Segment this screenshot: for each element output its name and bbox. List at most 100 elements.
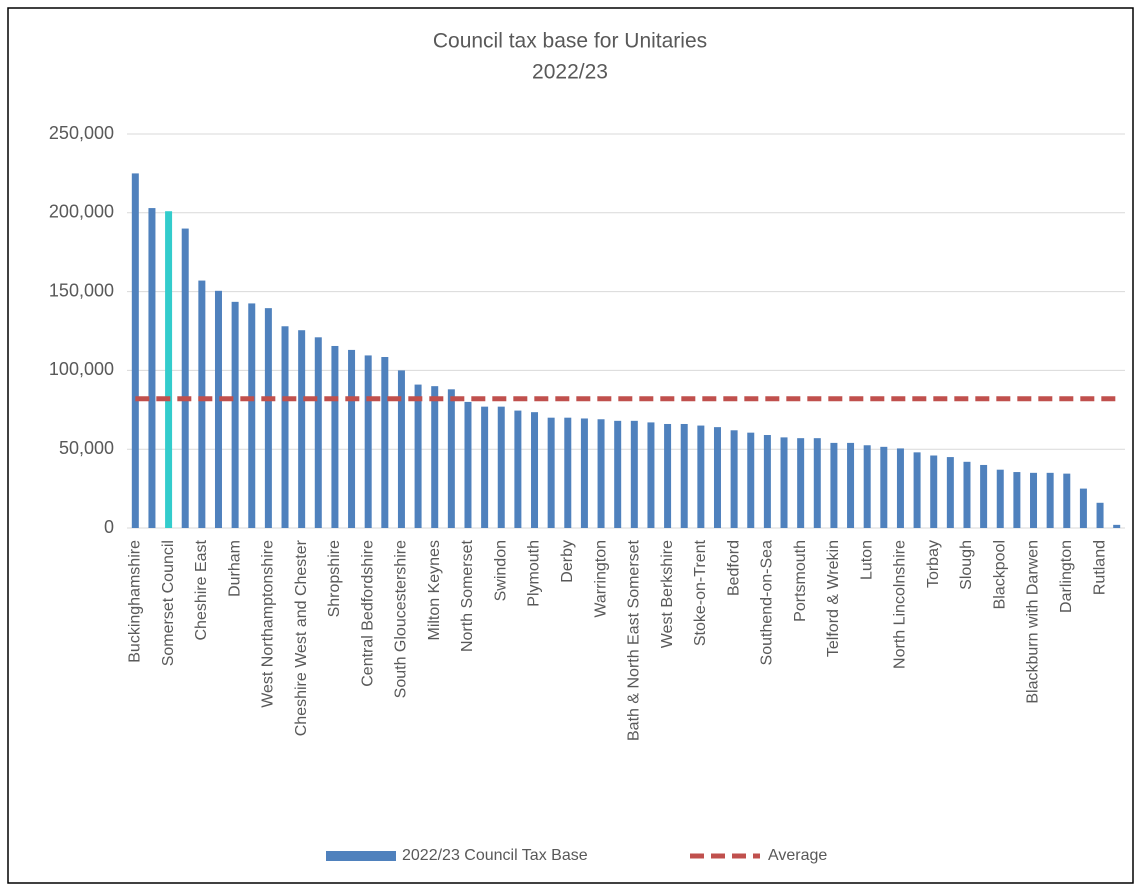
x-tick-label: Plymouth: [526, 540, 543, 607]
legend-swatch: [326, 851, 396, 861]
bar: [913, 452, 921, 528]
bar: [248, 303, 256, 528]
bar: [797, 438, 805, 528]
bar: [1063, 473, 1071, 528]
bar: [1113, 524, 1121, 528]
x-tick-label: Portsmouth: [792, 540, 809, 622]
bar: [464, 401, 472, 528]
x-tick-label: Darlington: [1058, 540, 1075, 613]
bar: [647, 422, 655, 528]
bar: [980, 464, 988, 528]
bar: [1046, 472, 1054, 528]
x-tick-label: Warrington: [592, 540, 609, 618]
bar: [614, 420, 622, 528]
bar: [547, 417, 555, 528]
x-tick-label: Southend-on-Sea: [759, 540, 776, 666]
bar: [747, 432, 755, 528]
bar: [580, 418, 588, 528]
bar: [780, 437, 788, 528]
x-tick-label: Rutland: [1091, 540, 1108, 595]
bar: [181, 228, 189, 528]
bar: [414, 384, 422, 528]
bar: [930, 455, 938, 528]
bar: [963, 461, 971, 528]
y-tick-label: 200,000: [49, 202, 114, 222]
bar: [214, 290, 222, 528]
bar: [664, 423, 672, 528]
x-tick-label: Somerset Council: [160, 540, 177, 666]
bar: [1096, 502, 1104, 528]
bar: [847, 442, 855, 528]
bar: [1013, 472, 1021, 528]
bar: [481, 406, 489, 528]
x-tick-label: Stoke-on-Trent: [692, 539, 709, 646]
bar: [730, 430, 738, 528]
bar: [597, 419, 605, 528]
bar: [431, 386, 439, 528]
bar: [131, 173, 139, 528]
bar: [165, 211, 173, 528]
x-tick-label: Buckinghamshire: [127, 540, 144, 663]
bar: [763, 435, 771, 528]
chart-title: Council tax base for Unitaries: [433, 30, 707, 53]
x-tick-label: Swindon: [492, 540, 509, 601]
bar: [298, 330, 306, 528]
bar: [447, 389, 455, 528]
x-tick-label: Cheshire West and Chester: [293, 539, 310, 736]
legend-label: 2022/23 Council Tax Base: [402, 847, 588, 864]
x-tick-label: Shropshire: [326, 540, 343, 617]
bar: [680, 423, 688, 528]
chart-subtitle: 2022/23: [532, 61, 608, 84]
x-tick-label: Blackburn with Darwen: [1025, 540, 1042, 704]
bar: [697, 425, 705, 528]
x-tick-label: Cheshire East: [193, 539, 210, 640]
bar: [564, 417, 572, 528]
x-tick-label: Luton: [858, 540, 875, 580]
x-tick-label: Bath & North East Somerset: [626, 539, 643, 741]
y-tick-label: 0: [104, 517, 114, 537]
bar: [880, 446, 888, 528]
x-tick-label: Blackpool: [991, 540, 1008, 609]
bar: [946, 457, 954, 528]
x-tick-label: Milton Keynes: [426, 540, 443, 641]
bar: [713, 427, 721, 528]
x-tick-label: West Northamptonshire: [260, 540, 277, 708]
bar: [1079, 488, 1087, 528]
bar: [331, 345, 339, 528]
bar: [281, 326, 289, 528]
x-tick-label: Telford & Wrekin: [825, 540, 842, 657]
bar: [996, 469, 1004, 528]
bar: [348, 349, 356, 528]
bar: [896, 448, 904, 528]
x-tick-label: Slough: [958, 540, 975, 590]
x-tick-label: South Gloucestershire: [393, 540, 410, 698]
x-tick-label: North Lincolnshire: [892, 540, 909, 669]
bar: [1030, 472, 1038, 528]
bar: [813, 438, 821, 528]
bar: [364, 355, 372, 528]
bar: [231, 301, 239, 528]
bar: [381, 357, 389, 528]
bar: [630, 420, 638, 528]
bar: [863, 445, 871, 528]
y-tick-label: 100,000: [49, 359, 114, 379]
x-tick-label: Bedford: [725, 540, 742, 596]
bar: [497, 406, 505, 528]
bar: [198, 280, 206, 528]
legend-label: Average: [768, 847, 827, 864]
x-tick-label: Torbay: [925, 540, 942, 588]
bar: [514, 410, 522, 528]
y-tick-label: 250,000: [49, 123, 114, 143]
y-tick-label: 50,000: [59, 438, 114, 458]
x-tick-label: Durham: [226, 540, 243, 597]
y-tick-label: 150,000: [49, 280, 114, 300]
bar: [830, 442, 838, 528]
bar: [314, 337, 322, 528]
bar: [531, 412, 539, 528]
bar: [148, 208, 156, 528]
bar: [397, 370, 405, 528]
x-tick-label: Derby: [559, 540, 576, 583]
x-tick-label: North Somerset: [459, 539, 476, 652]
x-tick-label: Central Bedfordshire: [359, 540, 376, 687]
